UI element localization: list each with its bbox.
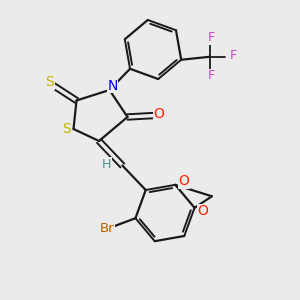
Text: O: O <box>154 107 164 121</box>
Text: F: F <box>230 49 237 62</box>
Text: H: H <box>102 158 111 170</box>
Text: F: F <box>208 70 215 83</box>
Text: N: N <box>107 79 118 92</box>
Text: S: S <box>62 122 71 136</box>
Text: S: S <box>45 76 54 89</box>
Text: F: F <box>208 31 215 44</box>
Text: O: O <box>178 174 189 188</box>
Text: O: O <box>197 204 208 218</box>
Text: Br: Br <box>100 222 114 235</box>
